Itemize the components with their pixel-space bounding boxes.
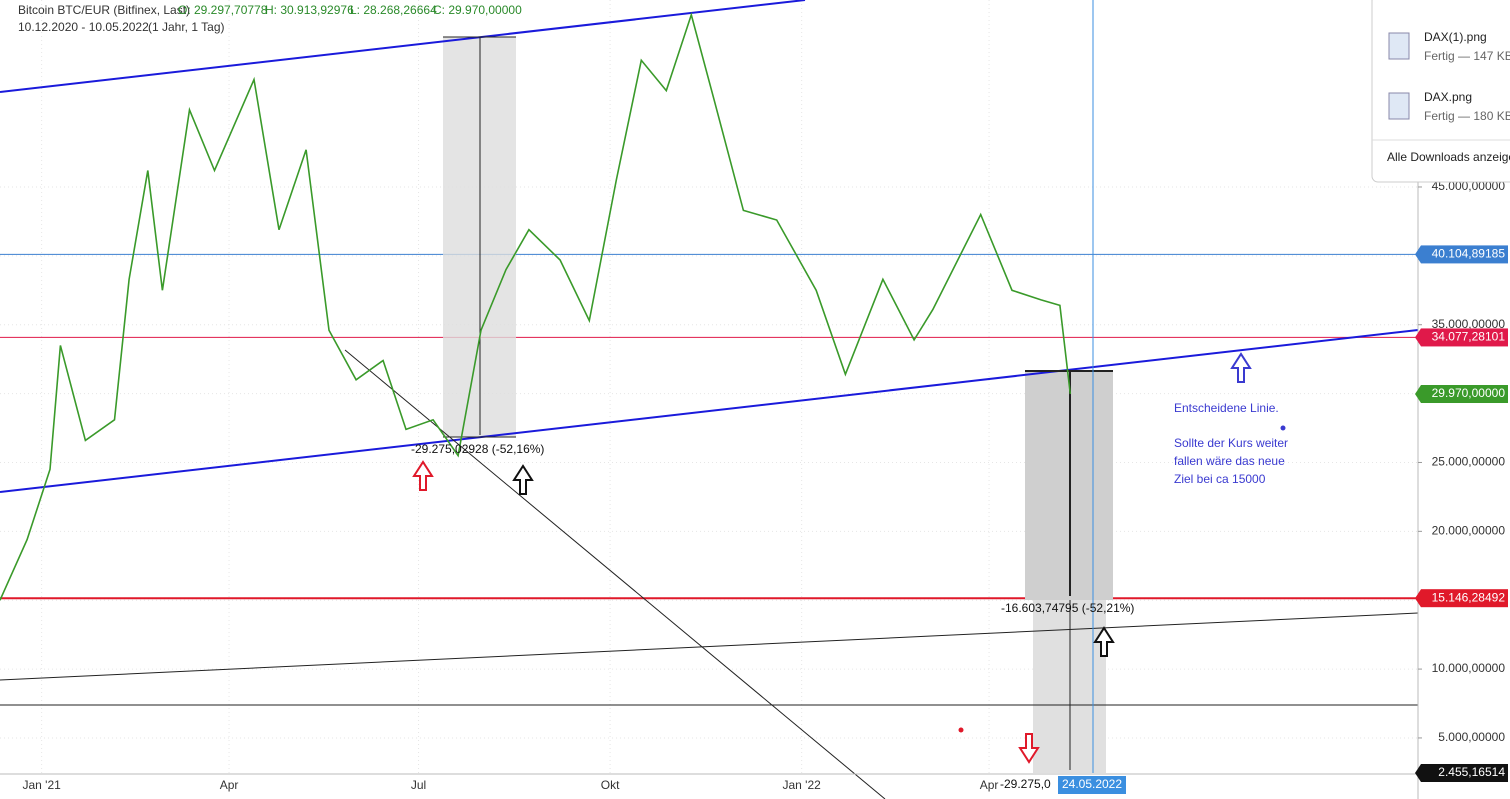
arrow-up xyxy=(1230,352,1252,383)
level-label-box xyxy=(1421,245,1508,264)
show-all[interactable]: Alle Downloads anzeige xyxy=(1387,150,1510,164)
level-label: 15.146,28492 xyxy=(1432,590,1506,604)
level-label-box xyxy=(1421,589,1508,608)
level-label: 29.970,00000 xyxy=(1432,386,1506,400)
file-icon xyxy=(1388,32,1410,60)
drawings xyxy=(0,0,1419,799)
level-label-pointer xyxy=(1415,763,1421,782)
x-tick-label: Jan '22 xyxy=(782,778,821,792)
crosshair-label-box xyxy=(1058,776,1126,794)
file-status: Fertig — 180 KB xyxy=(1424,109,1510,123)
y-tick-label: 25.000,00000 xyxy=(1432,455,1506,469)
file-icon xyxy=(1388,92,1410,120)
trend-line xyxy=(344,349,886,799)
arrow-up xyxy=(412,460,434,491)
crosshair-label: 24.05.2022 xyxy=(1062,777,1122,791)
file-name[interactable]: DAX.png xyxy=(1424,90,1472,104)
header: Bitcoin BTC/EUR (Bitfinex, Last) xyxy=(18,3,190,17)
header: L: 28.268,26664 xyxy=(350,3,437,17)
level-label-pointer xyxy=(1415,245,1421,264)
file-status: Fertig — 147 KB xyxy=(1424,49,1510,63)
annotation: -29.275,02928 (-52,16%) xyxy=(411,442,544,456)
file-name[interactable]: DAX(1).png xyxy=(1424,30,1487,44)
y-tick-label: 45.000,00000 xyxy=(1432,179,1506,193)
level-label-box xyxy=(1421,328,1508,347)
header: C: 29.970,00000 xyxy=(433,3,522,17)
trend-line xyxy=(0,612,1419,681)
note: fallen wäre das neue xyxy=(1174,454,1285,468)
arrow-up xyxy=(1093,626,1115,657)
x-tick-label: Okt xyxy=(601,778,620,792)
header: 10.12.2020 - 10.05.2022 xyxy=(18,20,149,34)
header: O: 29.297,70778 xyxy=(178,3,268,17)
note: Entscheidene Linie. xyxy=(1174,401,1279,415)
level-label: 2.455,16514 xyxy=(1438,765,1505,779)
level-label: 40.104,89185 xyxy=(1432,247,1506,261)
note: Sollte der Kurs weiter xyxy=(1174,436,1288,450)
header: (1 Jahr, 1 Tag) xyxy=(148,20,225,34)
level-label-box xyxy=(1421,385,1508,404)
note: Ziel bei ca 15000 xyxy=(1174,472,1266,486)
annotation: -16.603,74795 (-52,21%) xyxy=(1001,601,1134,615)
downloads-panel: DAX(1).png Fertig — 147 KB DAX.png Ferti… xyxy=(1371,0,1510,183)
y-tick-label: 20.000,00000 xyxy=(1432,524,1506,538)
trend-line xyxy=(0,0,806,93)
trend-line xyxy=(0,329,1419,493)
level-label-pointer xyxy=(1415,385,1421,404)
level-label-pointer xyxy=(1415,589,1421,608)
y-tick-label: 10.000,00000 xyxy=(1432,661,1506,675)
dot xyxy=(1280,425,1286,431)
y-tick-label: 35.000,00000 xyxy=(1432,317,1506,331)
x-tick-label: Jul xyxy=(411,778,426,792)
arrow-down xyxy=(1018,733,1040,764)
dot xyxy=(958,727,964,733)
level-label-pointer xyxy=(1415,328,1421,347)
y-tick-label: 5.000,00000 xyxy=(1438,730,1505,744)
arrow-up xyxy=(512,464,534,495)
x-tick-label: Apr xyxy=(220,778,239,792)
x-tick-label: Apr xyxy=(980,778,999,792)
level-label-box xyxy=(1421,763,1508,782)
x-tick-label: Jan '21 xyxy=(22,778,61,792)
level-label: 34.077,28101 xyxy=(1432,330,1506,344)
annotation: -29.275,0 xyxy=(1000,777,1051,791)
price-line xyxy=(0,12,1072,601)
header: H: 30.913,92976 xyxy=(265,3,354,17)
